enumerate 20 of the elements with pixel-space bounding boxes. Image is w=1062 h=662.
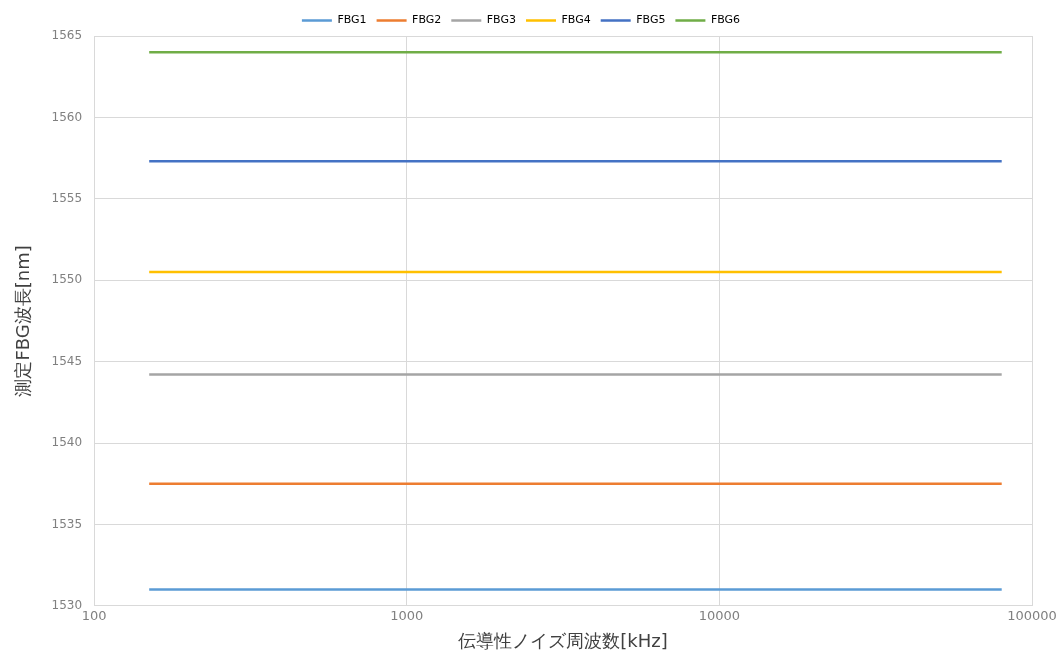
y-tick-label: 1545: [51, 353, 83, 368]
legend-label: FBG2: [412, 13, 442, 27]
legend-label: FBG1: [337, 13, 367, 27]
y-tick-label: 1550: [51, 272, 83, 287]
y-tick-label: 1555: [51, 190, 83, 205]
legend-label: FBG4: [561, 13, 591, 27]
y-tick-label: 1540: [51, 435, 83, 450]
y-axis-title: 測定FBG波長[nm]: [12, 245, 34, 397]
x-tick-label: 100000: [1007, 607, 1057, 623]
legend-label: FBG5: [636, 13, 666, 27]
y-tick-label: 1560: [51, 109, 83, 124]
y-tick-label: 1530: [51, 597, 83, 612]
legend-label: FBG3: [486, 13, 516, 27]
x-tick-label: 10000: [698, 607, 741, 623]
x-tick-label: 100: [81, 607, 107, 623]
y-tick-label: 1565: [51, 28, 83, 43]
y-tick-label: 1535: [51, 516, 83, 531]
x-tick-label: 1000: [390, 607, 424, 623]
x-axis-title: 伝導性ノイズ周波数[kHz]: [458, 629, 668, 651]
legend-label: FBG6: [710, 13, 741, 27]
